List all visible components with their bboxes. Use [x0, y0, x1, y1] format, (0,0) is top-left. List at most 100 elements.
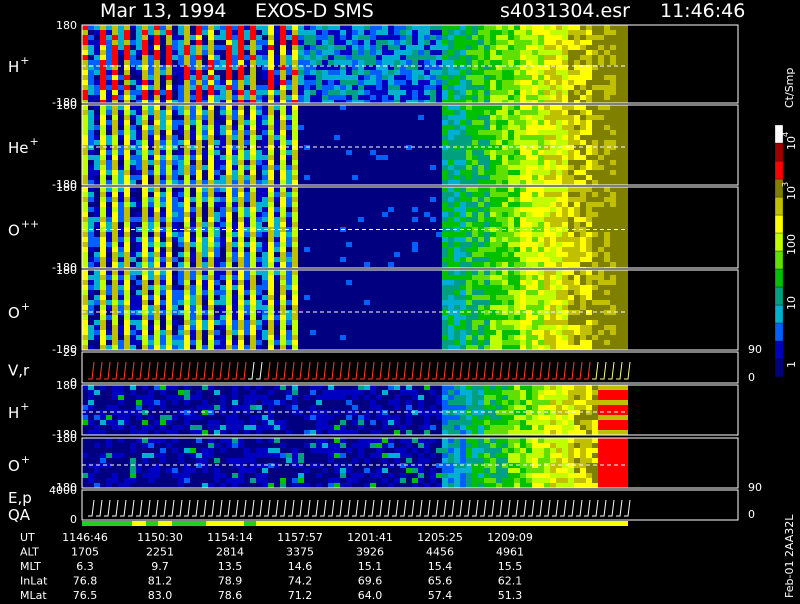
- spectrogram-cell: [172, 187, 178, 192]
- spectrogram-cell: [232, 325, 238, 330]
- spectrogram-cell: [256, 120, 262, 125]
- spectrogram-cell: [430, 50, 436, 55]
- spectrogram-cell: [256, 85, 262, 90]
- spectrogram-cell: [418, 192, 424, 197]
- spectrogram-cell: [382, 75, 388, 80]
- spectrogram-cell: [586, 150, 592, 155]
- spectrogram-cell: [388, 70, 394, 75]
- spectrogram-cell: [532, 252, 538, 257]
- spectrogram-cell: [292, 242, 298, 247]
- spectrogram-cell: [214, 110, 220, 115]
- spectrogram-cell: [484, 135, 490, 140]
- spectrogram-cell: [274, 160, 280, 165]
- spectrogram-cell: [616, 130, 622, 135]
- spectrogram-cell: [190, 345, 196, 350]
- spectrogram-cell: [490, 140, 496, 145]
- spectrogram-cell: [106, 280, 112, 285]
- spectrogram-cell: [274, 55, 280, 60]
- spectrogram-cell: [220, 270, 226, 275]
- spectrogram-cell: [154, 80, 160, 85]
- spectrogram-cell: [154, 130, 160, 135]
- spectrogram-cell: [406, 35, 412, 40]
- spectrogram-cell: [610, 95, 616, 100]
- spectrogram-cell: [526, 135, 532, 140]
- spectrogram-cell: [604, 150, 610, 155]
- spectrogram-cell: [172, 80, 178, 85]
- spectrogram-cell: [202, 110, 208, 115]
- spectrogram-cell: [196, 105, 202, 110]
- spectrogram-cell: [472, 120, 478, 125]
- spectrogram-cell: [598, 160, 604, 165]
- spectrogram-cell: [100, 160, 106, 165]
- spectrogram-cell: [304, 222, 310, 227]
- spectrogram-cell: [598, 165, 604, 170]
- spectrogram-cell: [184, 75, 190, 80]
- spectrogram-cell: [442, 115, 448, 120]
- spectrogram-cell: [244, 175, 250, 180]
- spectrogram-cell: [550, 120, 556, 125]
- spectrogram-cell: [586, 155, 592, 160]
- spectrogram-cell: [544, 30, 550, 35]
- spectrogram-cell: [88, 315, 94, 320]
- spectrogram-cell: [376, 150, 382, 155]
- spectrogram-cell: [154, 212, 160, 217]
- spectrogram-cell: [568, 247, 574, 252]
- spectrogram-cell: [286, 25, 292, 30]
- spectrogram-cell: [460, 105, 466, 110]
- spectrogram-cell: [502, 155, 508, 160]
- spectrogram-cell: [532, 202, 538, 207]
- spectrogram-cell: [106, 187, 112, 192]
- spectrogram-cell: [268, 40, 274, 45]
- spectrogram-cell: [394, 135, 400, 140]
- spectrogram-cell: [244, 40, 250, 45]
- spectrogram-cell: [442, 160, 448, 165]
- spectrogram-cell: [274, 192, 280, 197]
- spectrogram-cell: [196, 262, 202, 267]
- spectrogram-cell: [496, 217, 502, 222]
- spectrogram-cell: [616, 242, 622, 247]
- spectrogram-cell: [232, 262, 238, 267]
- spectrogram-cell: [256, 165, 262, 170]
- spectrogram-cell: [238, 290, 244, 295]
- spectrogram-cell: [148, 280, 154, 285]
- spectrogram-cell: [286, 110, 292, 115]
- spectrogram-cell: [262, 217, 268, 222]
- spectrogram-cell: [394, 160, 400, 165]
- spectrogram-cell: [124, 280, 130, 285]
- spectrogram-cell: [316, 212, 322, 217]
- spectrogram-cell: [598, 257, 604, 262]
- spectrogram-cell: [190, 165, 196, 170]
- spectrogram-cell: [580, 75, 586, 80]
- spectrogram-cell: [148, 330, 154, 335]
- panel-label: O: [8, 222, 20, 240]
- spectrogram-cell: [136, 290, 142, 295]
- spectrogram-cell: [166, 232, 172, 237]
- spectrogram-cell: [334, 25, 340, 30]
- spectrogram-cell: [544, 105, 550, 110]
- spectrogram-cell: [586, 212, 592, 217]
- spectrogram-cell: [430, 232, 436, 237]
- spectrogram-cell: [142, 345, 148, 350]
- spectrogram-cell: [622, 202, 628, 207]
- spectrogram-cell: [586, 197, 592, 202]
- spectrogram-cell: [166, 70, 172, 75]
- spectrogram-cell: [166, 197, 172, 202]
- spectrogram-cell: [142, 130, 148, 135]
- spectrogram-cell: [604, 50, 610, 55]
- spectrogram-cell: [334, 232, 340, 237]
- spectrogram-cell: [256, 335, 262, 340]
- spectrogram-cell: [172, 165, 178, 170]
- spectrogram-cell: [598, 55, 604, 60]
- spectrogram-cell: [178, 340, 184, 345]
- spectrogram-cell: [508, 212, 514, 217]
- spectrogram-cell: [616, 135, 622, 140]
- spectrogram-cell: [616, 160, 622, 165]
- spectrogram-cell: [154, 175, 160, 180]
- spectrogram-cell: [262, 280, 268, 285]
- spectrogram-cell: [202, 242, 208, 247]
- spectrogram-cell: [436, 160, 442, 165]
- spectrogram-cell: [268, 110, 274, 115]
- spectrogram-cell: [148, 180, 154, 185]
- spectrogram-cell: [268, 242, 274, 247]
- spectrogram-cell: [514, 35, 520, 40]
